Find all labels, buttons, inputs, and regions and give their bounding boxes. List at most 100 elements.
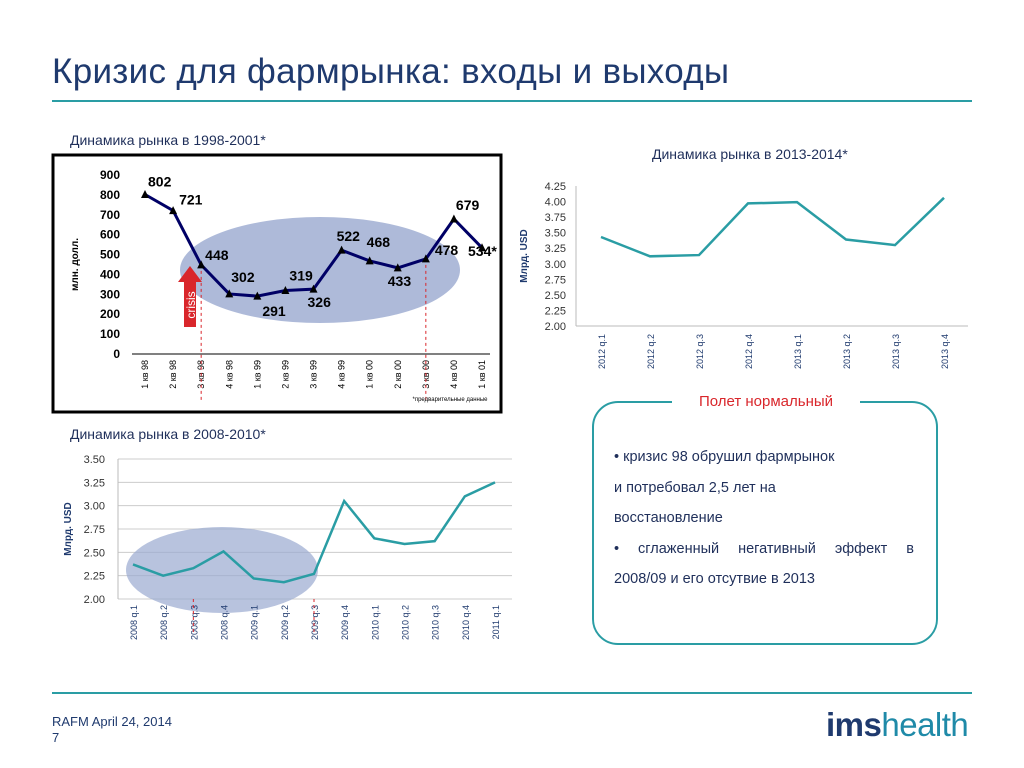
data-label: 319 xyxy=(289,268,313,284)
callout-line: • кризис 98 обрушил фармрынок xyxy=(614,449,835,465)
y-tick-label: 3.25 xyxy=(545,243,566,255)
y-tick-label: 3.00 xyxy=(545,259,566,271)
y-tick-label: 4.00 xyxy=(545,197,566,209)
title-divider xyxy=(52,100,972,102)
x-tick-label: 2008 q.1 xyxy=(129,605,139,640)
y-tick-label: 2.75 xyxy=(545,274,566,286)
x-tick-label: 2009 q.3 xyxy=(310,605,320,640)
footnote: *предварительные данные xyxy=(413,397,489,403)
x-tick-label: 2013 q.2 xyxy=(842,334,852,369)
data-label: 302 xyxy=(231,269,255,285)
y-tick-label: 100 xyxy=(100,327,120,341)
data-point-marker xyxy=(225,289,234,298)
page-number: 7 xyxy=(52,730,60,745)
data-label: 448 xyxy=(205,247,229,263)
series-line xyxy=(132,481,496,584)
data-label: 468 xyxy=(367,234,391,250)
y-tick-label: 3.50 xyxy=(84,454,105,466)
data-label: 721 xyxy=(179,192,203,208)
footer: RAFM April 24, 2014 7 xyxy=(52,714,172,746)
x-tick-label: 2012 q.2 xyxy=(646,334,656,369)
chart-1998-title: Динамика рынка в 1998-2001* xyxy=(70,132,266,148)
y-tick-label: 600 xyxy=(100,228,120,242)
x-tick-label: 2013 q.1 xyxy=(793,334,803,369)
callout-line: 2008/09 и его отсутвие в 2013 xyxy=(614,571,815,587)
data-label: 534* xyxy=(468,243,497,259)
y-tick-label: 2.50 xyxy=(84,547,105,559)
x-tick-label: 4 кв 00 xyxy=(449,360,459,389)
x-tick-label: 2 кв 00 xyxy=(393,360,403,389)
x-tick-label: 2013 q.3 xyxy=(891,334,901,369)
x-tick-label: 2010 q.1 xyxy=(370,605,380,640)
y-axis-label: млн. долл. xyxy=(70,238,81,291)
x-tick-label: 2009 q.2 xyxy=(280,605,290,640)
y-tick-label: 4.25 xyxy=(545,181,566,193)
y-tick-label: 700 xyxy=(100,208,120,222)
data-label: 522 xyxy=(337,228,361,244)
y-tick-label: 3.75 xyxy=(545,212,566,224)
crisis-label: crisis xyxy=(184,291,198,318)
x-tick-label: 2008 q.4 xyxy=(220,605,230,640)
data-point-marker xyxy=(141,189,149,198)
data-label: 478 xyxy=(435,242,459,258)
y-axis-label: Млрд. USD xyxy=(63,502,74,556)
data-point-marker xyxy=(197,260,206,269)
x-tick-label: 2009 q.4 xyxy=(340,605,350,640)
y-tick-label: 2.50 xyxy=(545,290,566,302)
x-tick-label: 1 кв 98 xyxy=(140,360,150,389)
data-label: 291 xyxy=(262,303,286,319)
y-tick-label: 800 xyxy=(100,188,120,202)
logo-light-text: health xyxy=(881,706,969,743)
footer-date: RAFM April 24, 2014 xyxy=(52,714,172,729)
x-tick-label: 1 кв 01 xyxy=(477,360,487,389)
x-tick-label: 2009 q.1 xyxy=(250,605,260,640)
slide-title: Кризис для фармрынка: входы и выходы xyxy=(52,52,730,91)
x-tick-label: 2012 q.4 xyxy=(744,334,754,369)
series-line xyxy=(600,196,945,258)
callout-line: • сглаженный негативный эффект в xyxy=(614,540,914,557)
data-label: 326 xyxy=(308,294,332,310)
chart-2008-title: Динамика рынка в 2008-2010* xyxy=(70,426,266,442)
callout-title: Полет нормальный xyxy=(672,393,860,410)
highlight-ellipse xyxy=(126,527,318,613)
chart-2013-title: Динамика рынка в 2013-2014* xyxy=(652,146,848,162)
y-tick-label: 3.25 xyxy=(84,477,105,489)
data-point-marker xyxy=(478,243,486,252)
data-point-marker xyxy=(169,206,178,215)
data-point-marker xyxy=(281,286,290,295)
y-tick-label: 3.50 xyxy=(545,228,566,240)
y-tick-label: 2.25 xyxy=(84,571,105,583)
x-tick-label: 2 кв 98 xyxy=(168,360,178,389)
x-tick-label: 2 кв 99 xyxy=(280,360,290,389)
y-tick-label: 3.00 xyxy=(84,501,105,513)
x-tick-label: 2008 q.3 xyxy=(189,605,199,640)
y-tick-label: 2.00 xyxy=(545,321,566,333)
y-axis-label: Млрд. USD xyxy=(519,229,530,283)
y-tick-label: 400 xyxy=(100,267,120,281)
x-tick-label: 3 кв 99 xyxy=(309,360,319,389)
y-tick-label: 500 xyxy=(100,248,120,262)
x-tick-label: 2010 q.2 xyxy=(401,605,411,640)
ims-health-logo: imshealth xyxy=(826,706,969,744)
y-tick-label: 300 xyxy=(100,287,120,301)
callout-text: • кризис 98 обрушил фармрынок и потребов… xyxy=(614,442,914,595)
callout-line: и потребовал 2,5 лет на xyxy=(614,479,776,496)
x-tick-label: 2010 q.4 xyxy=(461,605,471,640)
callout-line: восстановление xyxy=(614,510,723,526)
y-tick-label: 0 xyxy=(113,347,120,361)
logo-bold-text: ims xyxy=(826,706,882,743)
y-tick-label: 200 xyxy=(100,307,120,321)
footer-divider xyxy=(52,692,972,694)
x-tick-label: 2012 q.3 xyxy=(695,334,705,369)
data-point-marker xyxy=(421,254,430,263)
x-tick-label: 2012 q.1 xyxy=(597,334,607,369)
x-tick-label: 1 кв 99 xyxy=(252,360,262,389)
y-tick-label: 2.75 xyxy=(84,524,105,536)
x-tick-label: 1 кв 00 xyxy=(365,360,375,389)
data-point-marker xyxy=(253,291,262,300)
data-label: 679 xyxy=(456,197,480,213)
x-tick-label: 2008 q.2 xyxy=(159,605,169,640)
data-point-marker xyxy=(449,214,458,223)
